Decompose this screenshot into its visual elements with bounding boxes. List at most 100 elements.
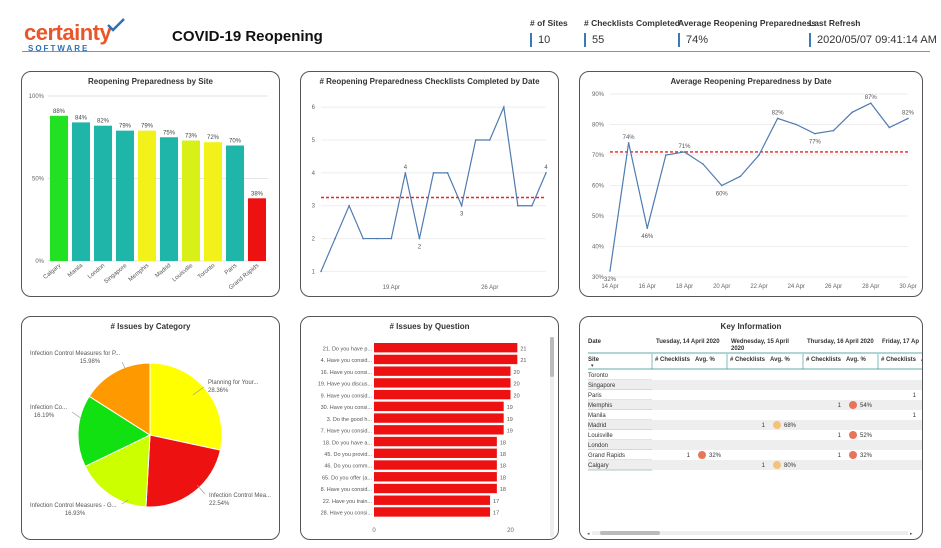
card-avg-preparedness-by-date[interactable]: Average Reopening Preparedness by Date 3… [579,71,923,297]
bar-data-label: 18 [500,464,506,470]
card-issues-by-category[interactable]: # Issues by Category Planning for Your..… [21,316,280,540]
site-name: Louisville [588,433,613,439]
avg-indicator-dot [849,431,857,439]
bar [247,198,267,261]
data-point [739,175,742,178]
bar-data-label: 73% [185,134,198,140]
data-point [418,237,421,240]
vertical-scrollbar[interactable] [550,337,554,537]
data-point [646,227,649,229]
series-line [320,104,547,272]
x-tick-label: 0 [372,528,376,534]
checklists-by-date-chart[interactable]: 1 2 3 4 5 6 19 Apr 26 Apr 4 2 3 4 [301,72,558,296]
x-tick-label: 26 Apr [481,285,498,291]
table-row [588,430,922,440]
data-point [907,117,909,120]
header-divider [22,51,930,52]
point-data-label: 71% [678,144,691,150]
slice-percent-label: 28.36% [208,388,229,394]
category-label: 46. Do you comm... [324,464,372,470]
slice-label: Planning for Your... [208,380,259,386]
data-point [683,151,686,153]
y-tick-label: 3 [312,204,316,210]
table-row [588,370,922,380]
bar-data-label: 17 [493,511,499,517]
logo-checkmark-icon [107,18,125,32]
kpi-label: Last Refresh [809,18,861,28]
slice-percent-label: 22.54% [209,501,230,507]
date-column-header: Friday, 17 Ap [882,339,919,345]
category-label: 8. Have you consid... [321,487,373,493]
site-name: London [588,443,608,449]
avg-value: 32% [709,453,722,459]
data-point [390,237,393,240]
kpi-value: 10 [530,33,568,47]
avg-indicator-dot [849,451,857,459]
issues-by-category-chart[interactable]: Planning for Your... 28.36% Infection Cont… [22,317,279,539]
bar [115,130,135,261]
issues-by-question-chart[interactable]: 21. Do you have p... 21 4. Have you consid… [301,317,558,539]
data-point [460,204,463,207]
y-tick-label: 0% [35,259,44,265]
leader-line [121,361,127,371]
checklist-count: 1 [762,463,766,469]
scroll-left-arrow: ◂ [587,531,590,537]
card-issues-by-question[interactable]: # Issues by Question 21. Do you have p..… [300,316,559,540]
pie-slice [149,362,223,451]
x-tick-label: Memphis [128,263,151,283]
avg-indicator-dot [849,401,857,409]
bar [374,448,497,458]
avg-value: 80% [784,463,797,469]
leader-line [71,411,83,420]
checklist-count: 1 [687,453,691,459]
x-tick-label: 30 Apr [899,284,916,290]
card-key-information[interactable]: Key Information Date Tuesday, 14 April 20… [579,316,923,540]
bar [137,130,157,261]
avg-preparedness-by-date-chart[interactable]: 30% 40% 50% 60% 70% 80% 90% 14 Apr 16 Apr 18 Apr 2… [580,72,922,296]
data-point [869,102,872,104]
scroll-right-arrow: ▸ [910,531,913,537]
x-tick-label: 18 Apr [676,284,693,290]
site-name: Paris [588,393,602,399]
y-tick-label: 100% [29,94,45,100]
slice-percent-label: 16.93% [65,511,86,517]
x-tick-label: 28 Apr [862,284,879,290]
avg-indicator-dot [698,451,706,459]
data-point [531,204,533,207]
x-tick-label: Calgary [43,263,63,281]
scrollbar-thumb[interactable] [550,337,554,377]
key-information-matrix[interactable]: Date Tuesday, 14 April 2020 Wednesday, 15 … [580,317,922,539]
x-tick-label: 16 Apr [639,284,656,290]
kpi-value: 2020/05/07 09:41:14 AM [809,33,937,47]
category-label: 18. Do you have a... [323,440,373,446]
x-tick-label: London [87,263,106,280]
card-preparedness-by-site[interactable]: Reopening Preparedness by Site 0% 50% 100%… [21,71,280,297]
checklist-count: 1 [762,423,766,429]
data-point [545,172,547,174]
data-point [814,132,816,135]
y-tick-label: 70% [592,153,605,159]
point-data-label: 87% [865,95,878,101]
site-name: Madrid [588,423,606,429]
date-column-header: Wednesday, 15 April [731,339,789,345]
date-column-header-year: 2020 [731,346,745,352]
category-label: 7. Have you consid... [321,429,373,435]
point-data-label: 77% [809,140,822,146]
kpi-label: # Checklists Completed [584,18,680,28]
avg-value: 54% [860,403,873,409]
bar [374,389,511,400]
card-checklists-by-date[interactable]: # Reopening Preparedness Checklists Comp… [300,71,559,297]
checklist-count: 1 [838,403,842,409]
y-tick-label: 4 [312,171,316,177]
y-tick-label: 80% [592,123,605,129]
leader-line [121,499,129,505]
kpi-label: # of Sites [530,18,568,28]
checklist-count: 1 [838,453,842,459]
data-point [627,142,630,144]
x-tick-label: Madrid [154,263,172,279]
x-tick-label: 22 Apr [750,284,767,290]
date-column-header: Thursday, 16 April 2020 [807,339,874,345]
data-point [432,172,435,174]
bar [374,366,511,376]
preparedness-by-site-chart[interactable]: 0% 50% 100% 88% Calgary 84% Manila 82% London 79%… [22,72,279,296]
